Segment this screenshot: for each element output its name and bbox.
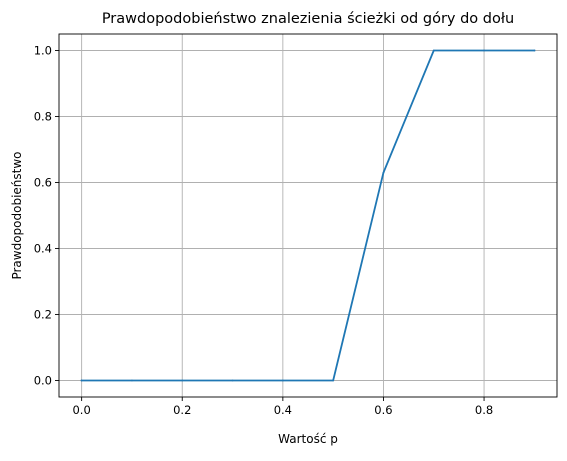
data-point [281, 379, 284, 382]
x-tick-label: 0.2 [173, 403, 191, 417]
x-tick-label: 0.8 [475, 403, 493, 417]
x-tick-label: 0.0 [72, 403, 90, 417]
data-point [483, 49, 485, 52]
data-point [382, 171, 385, 174]
x-tick-label: 0.6 [374, 403, 392, 417]
y-tick-label: 0.0 [34, 374, 52, 388]
y-axis-label: Prawdopodobieństwo [10, 151, 24, 279]
data-point [332, 379, 335, 382]
series-line [80, 49, 536, 382]
y-tick-label: 0.8 [34, 110, 52, 124]
plot-frame [58, 33, 558, 398]
data-point [80, 379, 83, 382]
y-tick-label: 1.0 [34, 44, 52, 58]
data-point [432, 49, 435, 52]
y-tick-label: 0.2 [34, 308, 52, 322]
data-point [533, 49, 536, 52]
x-axis-label: Wartość p [278, 432, 338, 446]
data-point [231, 379, 234, 382]
data-point [181, 379, 184, 382]
data-point [131, 379, 133, 382]
series-layer [80, 49, 536, 382]
x-axis-ticks: 0.0 0.2 0.4 0.6 0.8 [72, 397, 493, 417]
y-tick-label: 0.4 [34, 242, 52, 256]
y-tick-label: 0.6 [34, 176, 52, 190]
chart-title: Prawdopodobieństwo znalezienia ścieżki o… [102, 11, 514, 27]
x-tick-label: 0.4 [274, 403, 292, 417]
y-axis-ticks: 0.0 0.2 0.4 0.6 0.8 1.0 [34, 44, 59, 388]
